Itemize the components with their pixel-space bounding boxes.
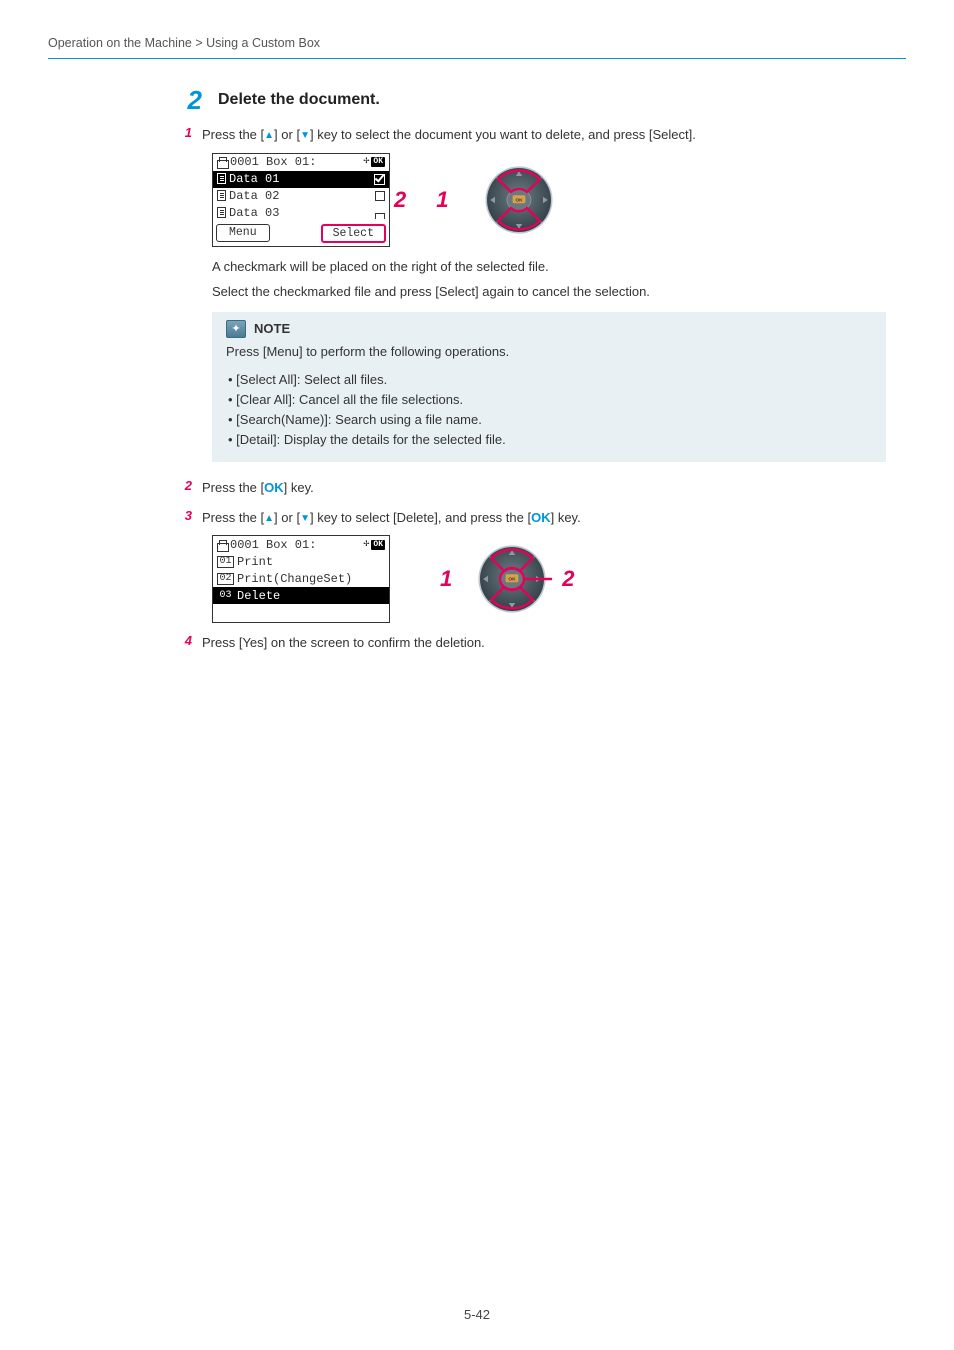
body-text: A checkmark will be placed on the right … (212, 257, 886, 277)
nav-icon: ✢ (363, 539, 368, 551)
document-icon (217, 173, 226, 184)
svg-text:OK: OK (515, 197, 523, 203)
major-step-title: Delete the document. (218, 87, 380, 113)
item-number: 01 (217, 556, 234, 568)
lcd-screen-1: 0001 Box 01: ✢ OK Data 01 Data 02 Data 0… (212, 153, 390, 247)
box-icon (217, 157, 227, 167)
note-item: • [Select All]: Select all files. (228, 370, 872, 390)
dpad-control: OK (479, 160, 559, 240)
item-number: 03 (217, 590, 234, 602)
document-icon (217, 207, 226, 218)
svg-text:OK: OK (509, 577, 517, 583)
substep-text: Press [Yes] on the screen to confirm the… (202, 633, 485, 653)
substep-number: 4 (178, 633, 192, 653)
major-step: 2 Delete the document. (178, 87, 886, 113)
ok-icon: OK (371, 157, 385, 167)
ok-icon: OK (371, 540, 385, 550)
substep-number: 2 (178, 478, 192, 498)
nav-icon: ✢ (363, 156, 368, 168)
substep-text: Press the [▲] or [▼] key to select [Dele… (202, 508, 581, 528)
note-icon: ✦ (226, 320, 246, 338)
box-icon (217, 540, 227, 550)
dpad-control: OK (472, 539, 552, 619)
substep-text: Press the [▲] or [▼] key to select the d… (202, 125, 696, 145)
breadcrumb: Operation on the Machine > Using a Custo… (48, 36, 906, 59)
figure-row-2: 0001 Box 01: ✢ OK 01 Print 02 Print(Chan… (212, 535, 886, 623)
up-arrow-icon: ▲ (264, 513, 274, 524)
lcd-screen-2: 0001 Box 01: ✢ OK 01 Print 02 Print(Chan… (212, 535, 390, 623)
note-item: • [Clear All]: Cancel all the file selec… (228, 390, 872, 410)
document-icon (217, 190, 226, 201)
note-block: ✦ NOTE Press [Menu] to perform the follo… (212, 312, 886, 463)
figure-row-1: 0001 Box 01: ✢ OK Data 01 Data 02 Data 0… (212, 153, 886, 247)
note-lead: Press [Menu] to perform the following op… (226, 342, 872, 362)
callout-2: 2 (394, 187, 406, 213)
note-item: • [Search(Name)]: Search using a file na… (228, 410, 872, 430)
checkmark-icon (374, 174, 385, 185)
page-number: 5-42 (0, 1307, 954, 1322)
body-text: Select the checkmarked file and press [S… (212, 282, 886, 302)
checkbox-partial-icon (375, 213, 385, 219)
major-step-number: 2 (178, 87, 202, 113)
up-arrow-icon: ▲ (264, 130, 274, 141)
lcd-select-button-highlight: Select (321, 224, 386, 243)
callout-1: 1 (436, 187, 448, 213)
note-item: • [Detail]: Display the details for the … (228, 430, 872, 450)
substep-number: 3 (178, 508, 192, 528)
callout-1: 1 (440, 566, 452, 592)
note-title: NOTE (254, 321, 290, 336)
checkbox-empty-icon (375, 191, 385, 201)
callout-2: 2 (562, 566, 574, 592)
lcd-menu-button: Menu (216, 224, 270, 242)
substep-number: 1 (178, 125, 192, 145)
substep-text: Press the [OK] key. (202, 478, 314, 498)
down-arrow-icon: ▼ (300, 513, 310, 524)
item-number: 02 (217, 573, 234, 585)
down-arrow-icon: ▼ (300, 130, 310, 141)
